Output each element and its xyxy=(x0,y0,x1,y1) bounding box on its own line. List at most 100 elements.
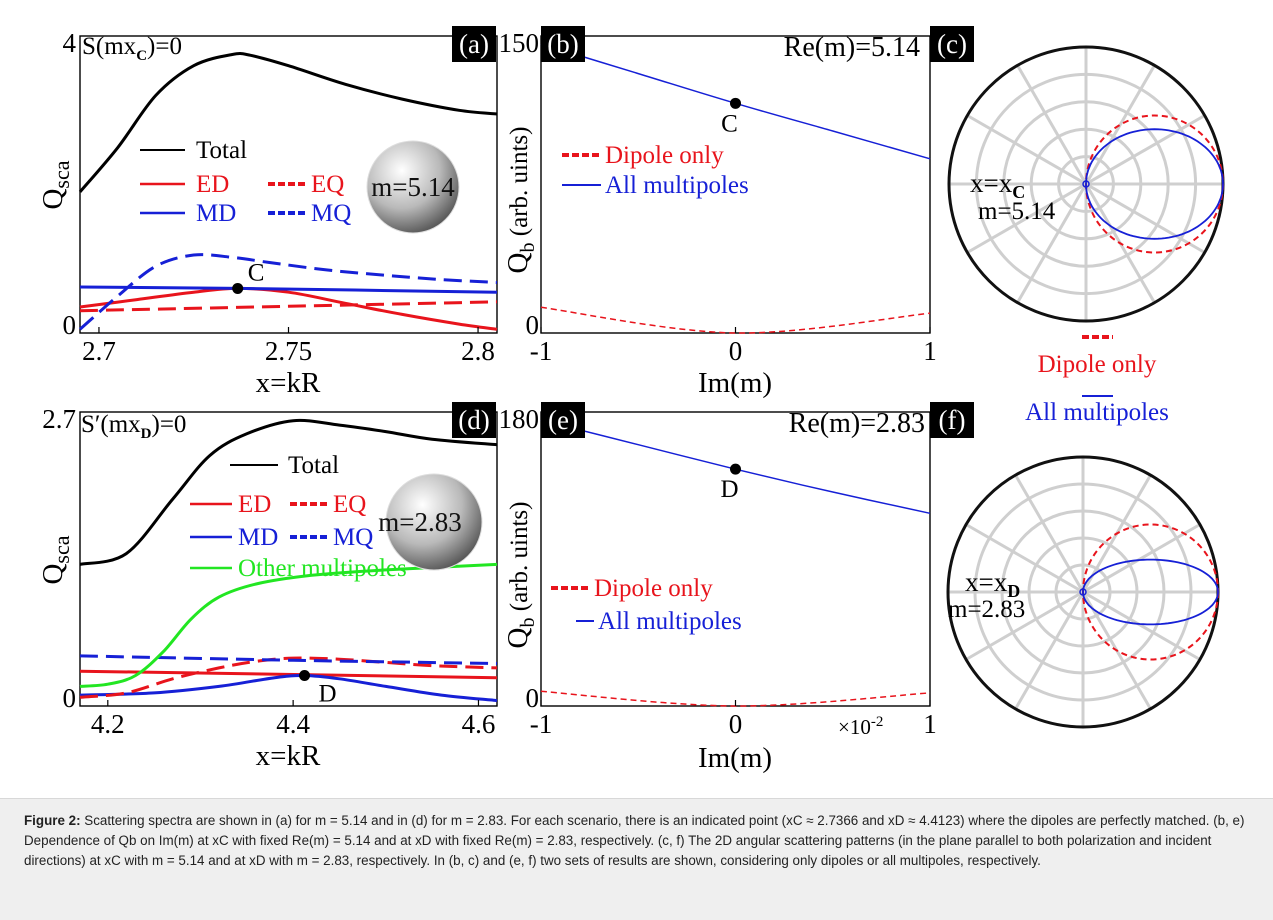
panel-b-ylabel: Qb (arb. uints) xyxy=(502,127,539,274)
polar-c-point-label: x=xC xyxy=(970,168,1025,202)
panel-e-label-box xyxy=(541,402,585,438)
legend-eq-label: EQ xyxy=(311,171,344,198)
panel-d-label-box xyxy=(452,402,496,438)
series-ed xyxy=(79,669,498,680)
panel-d-ytick-bottom: 0 xyxy=(63,683,77,713)
series-dipole-only xyxy=(540,306,931,334)
shared-legend-all-label: All multipoles xyxy=(1025,399,1169,426)
panel-c: (c) x=xC m=5.14 xyxy=(930,26,1225,323)
panel-a-ylabel: Qsca xyxy=(37,160,74,209)
sphere xyxy=(385,473,483,571)
panel-d-xtick: 4.2 xyxy=(91,709,125,739)
panel-a-xtick: 2.7 xyxy=(82,336,116,366)
legend-total-label: Total xyxy=(288,452,339,479)
legend-dipole-label: Dipole only xyxy=(605,142,724,169)
panel-c-label-box xyxy=(930,26,974,62)
polar-all-multipoles-curve xyxy=(1082,558,1219,626)
panel-d-xtick: 4.4 xyxy=(276,709,310,739)
sphere-label: m=2.83 xyxy=(378,507,461,537)
panel-d-condition: S′(mxD)=0 xyxy=(81,411,186,442)
panel-c-label: (c) xyxy=(937,29,967,59)
series-other-multipoles xyxy=(79,562,498,688)
series-eq xyxy=(79,300,498,313)
point-d-marker xyxy=(730,463,741,475)
panel-e-xtick: -1 xyxy=(530,709,553,739)
panel-e-xtick: 1 xyxy=(923,709,937,739)
panel-b-label: (b) xyxy=(547,29,578,59)
panel-b-ytick-top: 150 xyxy=(499,28,540,58)
panel-a-xlabel: x=kR xyxy=(256,367,321,399)
legend-other-label: Other multipoles xyxy=(238,555,407,582)
shared-legend-dipole-label: Dipole only xyxy=(1038,351,1157,378)
series-md xyxy=(79,285,498,294)
caption-label: Figure 2: xyxy=(24,813,81,828)
series-mq xyxy=(79,253,498,331)
panel-a-label-box xyxy=(452,26,496,62)
polar-all-multipoles-curve xyxy=(1085,128,1224,240)
figure-caption: Figure 2: Scattering spectra are shown i… xyxy=(0,798,1273,920)
panel-b-ytick-bottom: 0 xyxy=(526,310,540,340)
panel-a-ytick-bottom: 0 xyxy=(63,310,77,340)
legend-eq-label: EQ xyxy=(333,491,366,518)
series-total xyxy=(79,418,498,566)
panel-a-xtick: 2.75 xyxy=(265,336,312,366)
panel-f: (f) x=xD m=2.83 xyxy=(930,402,1220,729)
point-d-marker xyxy=(299,670,311,682)
polar-center-marker xyxy=(1079,588,1087,596)
polar-plot-c xyxy=(947,45,1225,323)
panel-b-label-box xyxy=(541,26,585,62)
caption-text: Scattering spectra are shown in (a) for … xyxy=(24,813,1245,868)
legend-all-label: All multipoles xyxy=(598,608,742,635)
figure: (a) S(mxC)=0 4 0 2.7 2.75 2.8 x=kR Qsca … xyxy=(37,26,1225,774)
point-c-label: C xyxy=(721,110,738,137)
polar-plot-f xyxy=(946,455,1220,729)
series-mq xyxy=(79,654,498,665)
panel-e-xtick: 0 xyxy=(729,709,743,739)
legend-mq-label: MQ xyxy=(333,524,373,551)
panel-a-series xyxy=(78,52,498,333)
panel-d-label: (d) xyxy=(458,405,489,435)
legend-mq-label: MQ xyxy=(311,200,351,227)
panel-d-ytick-top: 2.7 xyxy=(42,404,76,434)
panel-e-label: (e) xyxy=(548,405,578,435)
panel-e: (e) Re(m)=2.83 180 0 -1 0 1 ×10-2 Im(m) … xyxy=(499,402,937,774)
panel-b-xtick: 1 xyxy=(923,336,937,366)
legend-md-label: MD xyxy=(238,524,278,551)
point-c-label: C xyxy=(248,259,265,286)
figure-svg: (a) S(mxC)=0 4 0 2.7 2.75 2.8 x=kR Qsca … xyxy=(37,26,1225,774)
panel-a-condition: S(mxC)=0 xyxy=(82,33,182,64)
legend-ed-label: ED xyxy=(196,171,229,198)
panel-e-series xyxy=(540,419,931,707)
panel-b-xtick: -1 xyxy=(530,336,553,366)
legend-dipole-label: Dipole only xyxy=(594,575,713,602)
sphere xyxy=(366,140,460,234)
panel-e-x-multiplier: ×10-2 xyxy=(838,714,883,739)
panel-d: (d) S′(mxD)=0 2.7 0 4.2 4.4 4.6 x=kR Qsc… xyxy=(37,402,498,772)
panel-a-xtick: 2.8 xyxy=(461,336,495,366)
panel-d-xtick: 4.6 xyxy=(462,709,496,739)
panel-b: (b) Re(m)=5.14 150 0 -1 0 1 Im(m) Qb (ar… xyxy=(499,26,937,399)
panel-e-xlabel: Im(m) xyxy=(698,742,772,774)
panel-e-ytick-top: 180 xyxy=(499,404,540,434)
panel-a-label: (a) xyxy=(459,29,489,59)
panel-a: (a) S(mxC)=0 4 0 2.7 2.75 2.8 x=kR Qsca … xyxy=(37,26,498,399)
panel-d-ylabel: Qsca xyxy=(37,535,74,584)
panel-f-label-box xyxy=(930,402,974,438)
panel-a-ytick-top: 4 xyxy=(63,28,77,58)
point-d-label: D xyxy=(319,681,337,708)
panel-d-frame xyxy=(79,411,498,707)
series-ed xyxy=(79,286,498,331)
panel-d-xlabel: x=kR xyxy=(256,740,321,772)
legend-all-label: All multipoles xyxy=(605,172,749,199)
point-c-marker xyxy=(730,97,741,109)
legend-ed-label: ED xyxy=(238,491,271,518)
shared-legend: Dipole only All multipoles xyxy=(1025,335,1169,426)
polar-c-m-label: m=5.14 xyxy=(978,198,1056,225)
panel-e-ylabel: Qb (arb. uints) xyxy=(502,502,539,649)
panel-e-title: Re(m)=2.83 xyxy=(789,408,925,439)
panel-e-frame xyxy=(540,411,931,707)
point-c-marker xyxy=(232,282,244,294)
polar-center-marker xyxy=(1082,180,1090,188)
panel-b-xtick: 0 xyxy=(729,336,743,366)
panel-f-label: (f) xyxy=(939,405,966,435)
